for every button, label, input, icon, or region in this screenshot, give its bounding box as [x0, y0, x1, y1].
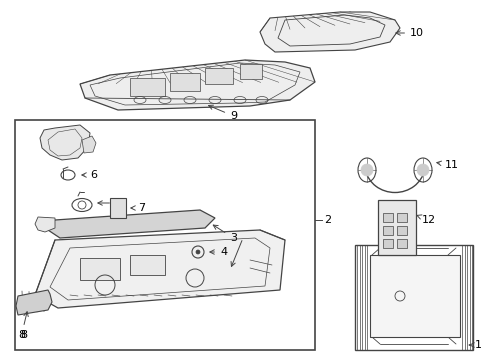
- Polygon shape: [35, 217, 55, 232]
- Text: 1: 1: [468, 340, 481, 350]
- Polygon shape: [260, 12, 399, 52]
- Bar: [382, 239, 392, 248]
- Text: 9: 9: [208, 105, 237, 121]
- Bar: [130, 78, 164, 96]
- Text: 7: 7: [131, 203, 145, 213]
- Text: 5: 5: [98, 198, 122, 208]
- Bar: [204, 68, 232, 84]
- Polygon shape: [35, 230, 285, 308]
- Text: 11: 11: [436, 160, 458, 170]
- Text: 8: 8: [18, 312, 28, 340]
- Text: 2: 2: [324, 215, 330, 225]
- Circle shape: [196, 250, 200, 254]
- Bar: [382, 226, 392, 235]
- Bar: [382, 213, 392, 222]
- Text: 8: 8: [20, 330, 27, 340]
- Circle shape: [360, 164, 372, 176]
- Bar: [354, 245, 472, 350]
- Bar: [396, 226, 406, 235]
- Bar: [240, 64, 262, 79]
- Polygon shape: [82, 136, 96, 153]
- Bar: [396, 213, 406, 222]
- Polygon shape: [40, 125, 90, 160]
- Polygon shape: [16, 290, 52, 315]
- Bar: [396, 239, 406, 248]
- Polygon shape: [45, 210, 215, 238]
- Text: 12: 12: [416, 215, 435, 225]
- Bar: [130, 255, 164, 275]
- Bar: [80, 258, 120, 280]
- Polygon shape: [80, 60, 314, 110]
- Bar: [170, 73, 200, 91]
- Text: 10: 10: [395, 28, 423, 38]
- Text: 3: 3: [213, 225, 237, 243]
- Bar: [369, 255, 459, 337]
- Bar: [15, 120, 314, 350]
- Bar: [110, 198, 126, 218]
- Text: 4: 4: [209, 247, 226, 257]
- Text: 6: 6: [81, 170, 97, 180]
- Circle shape: [416, 164, 428, 176]
- Bar: [377, 200, 415, 255]
